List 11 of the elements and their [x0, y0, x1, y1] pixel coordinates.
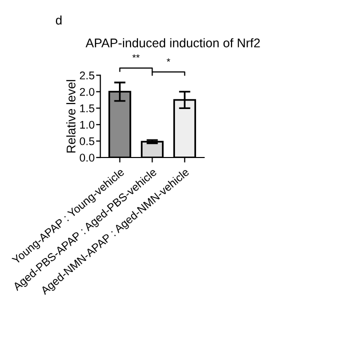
y-axis-title: Relative level: [66, 80, 76, 153]
chart-title: APAP-induced induction of Nrf2: [86, 38, 260, 48]
text: d: [56, 15, 62, 25]
text: **: [132, 54, 140, 58]
y-tick-label: 2.5: [80, 72, 94, 80]
y-tick-label: 0.5: [80, 137, 94, 146]
y-tick-label: 1.0: [80, 120, 94, 129]
y-tick-label: 1.5: [80, 104, 94, 112]
y-tick-label: 0.0: [80, 154, 94, 162]
text: *: [166, 58, 170, 62]
y-tick-label: 2.0: [80, 88, 94, 96]
